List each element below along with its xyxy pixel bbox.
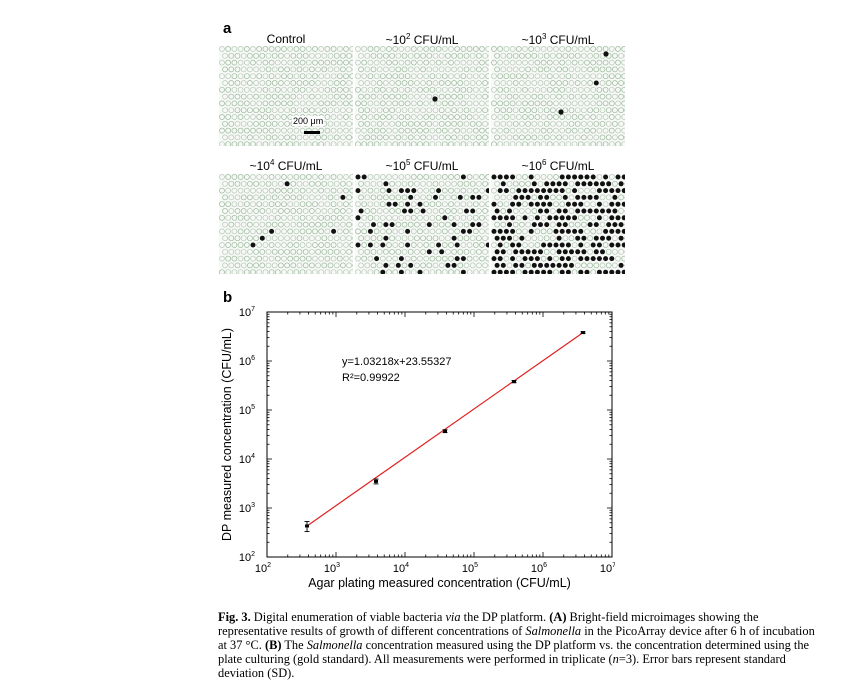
figure-caption: Fig. 3. Digital enumeration of viable ba… (218, 610, 818, 680)
scale-bar (304, 131, 320, 134)
data-point (581, 331, 586, 335)
tile-label: ~104 CFU/mL (219, 158, 353, 173)
caption-via: via (445, 610, 461, 624)
x-tick-label: 103 (324, 562, 340, 575)
tile-label-text: ~10 (249, 159, 270, 173)
caption-fig-number: Fig. 3. (218, 610, 251, 624)
data-point (374, 479, 379, 483)
tile-label: Control (219, 32, 353, 46)
scale-bar-label: 200 μm (292, 116, 325, 126)
tile-label-exponent: 3 (541, 32, 547, 41)
caption-salmonella: Salmonella (525, 624, 582, 638)
tile-label-text: ~10 (385, 33, 406, 47)
tile-label-exponent: 6 (541, 158, 547, 167)
x-tick-label: 104 (393, 562, 409, 575)
caption-b-label: (B) (264, 638, 282, 652)
tile-label: ~102 CFU/mL (355, 32, 489, 47)
caption-text: Bright-field microimages showing the rep… (218, 610, 759, 638)
fit-r-squared: R²=0.99922 (342, 372, 400, 384)
panel-b-letter: b (223, 289, 233, 306)
caption-text: in the PicoArray device after 6 h of inc… (218, 624, 815, 652)
y-tick-label: 102 (239, 551, 255, 564)
tile-label-unit: CFU/mL (274, 159, 323, 173)
tile-label-unit: CFU/mL (546, 33, 595, 47)
microimage-tile (219, 46, 353, 146)
x-tick-label: 106 (531, 562, 547, 575)
tile-label-text: Control (266, 32, 306, 46)
microimage-tile (219, 174, 353, 274)
data-point (305, 524, 310, 528)
tile-label-unit: CFU/mL (546, 159, 595, 173)
fit-line (306, 332, 584, 527)
caption-text: Digital enumeration of viable bacteria (250, 610, 446, 624)
tile-label-exponent: 4 (269, 158, 275, 167)
caption-text: =3). Error bars represent standard devia… (218, 652, 786, 680)
tile-label-exponent: 5 (405, 158, 411, 167)
caption-a-label: (A) (549, 610, 567, 624)
plot-frame (266, 311, 613, 558)
caption-n: n (612, 652, 619, 666)
panel-a-letter: a (223, 20, 232, 37)
tile-label: ~103 CFU/mL (491, 32, 625, 47)
tile-label-unit: CFU/mL (410, 159, 459, 173)
caption-text: the DP platform. (460, 610, 550, 624)
tile-label-text: ~10 (385, 159, 406, 173)
tile-label-exponent: 2 (405, 32, 411, 41)
tile-label-unit: CFU/mL (410, 33, 459, 47)
y-tick-label: 104 (239, 453, 255, 466)
microimage-tile (491, 46, 625, 146)
data-point (443, 429, 448, 433)
tile-label: ~105 CFU/mL (355, 158, 489, 173)
caption-text: The (281, 638, 307, 652)
y-tick-label: 107 (239, 306, 255, 319)
microimage-tile (491, 174, 625, 274)
y-tick-label: 106 (239, 355, 255, 368)
x-tick-label: 102 (255, 562, 271, 575)
microimage-tile (355, 46, 489, 146)
calibration-chart: 102 103 104 105 106 107 102 103 104 105 106 107 Agar… (220, 306, 615, 590)
caption-text: concentration measured using the DP plat… (218, 638, 810, 666)
caption-salmonella: Salmonella (306, 638, 363, 652)
tile-label-text: ~10 (521, 33, 542, 47)
x-tick-label: 107 (600, 562, 615, 575)
tile-label: ~106 CFU/mL (491, 158, 625, 173)
x-tick-label: 105 (462, 562, 478, 575)
tile-label-text: ~10 (521, 159, 542, 173)
y-tick-label: 105 (239, 404, 255, 417)
y-tick-label: 103 (239, 502, 255, 515)
microimage-tile (355, 174, 489, 274)
data-point (512, 380, 517, 384)
fit-equation: y=1.03218x+23.55327 (342, 356, 452, 368)
x-axis-label: Agar plating measured concentration (CFU… (308, 576, 571, 590)
y-axis-label: DP measured concentration (CFU/mL) (220, 328, 234, 541)
